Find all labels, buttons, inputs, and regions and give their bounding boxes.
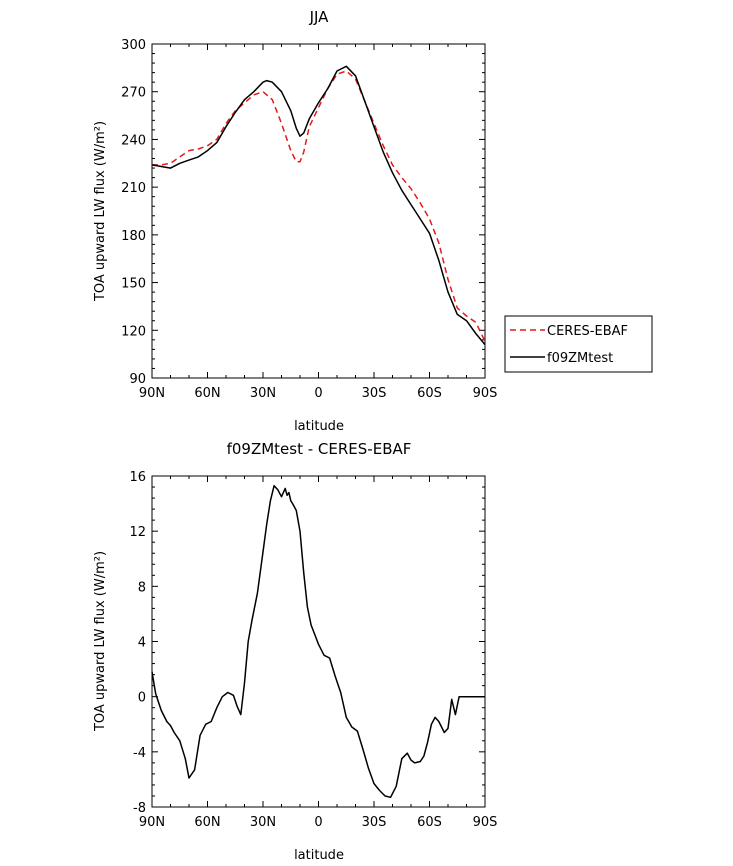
y-tick-label: 120 (121, 324, 146, 339)
y-tick-label: 240 (121, 133, 146, 148)
legend-label-model: f09ZMtest (547, 351, 613, 366)
y-tick-label: -4 (133, 746, 146, 761)
y-tick-label: -8 (133, 801, 146, 816)
y-tick-label: 150 (121, 277, 146, 292)
x-tick-label: 30N (250, 386, 276, 401)
x-tick-label: 60N (194, 815, 220, 830)
panel-top-ylabel: TOA upward LW flux (W/m²) (93, 121, 108, 302)
panel-bottom-ticks: 90N 60N 30N 0 30S 60S 90S -8 -4 0 4 8 12 16 (129, 470, 497, 830)
legend: CERES-EBAF f09ZMtest (504, 315, 653, 373)
series-line-f09zmtest (151, 65, 486, 346)
series-line-difference (151, 484, 485, 799)
panel-top-ticks: 90N 60N 30N 0 30S 60S 90S 90 120 150 180 210 240 270 3… (121, 38, 497, 401)
x-tick-label: 90N (139, 815, 165, 830)
legend-box (504, 315, 653, 373)
panel-bottom-series (151, 484, 485, 799)
panel-top: JJA 90N 60N 30N 0 30S 60S 90S 90 120 150 180 210 240… (93, 8, 497, 434)
y-tick-label: 300 (121, 38, 146, 53)
y-tick-label: 8 (138, 580, 146, 595)
x-tick-label: 0 (314, 386, 322, 401)
x-tick-label: 60N (194, 386, 220, 401)
panel-top-frame (151, 43, 486, 379)
x-tick-label: 30S (362, 386, 387, 401)
series-line-ceres-ebaf (152, 70, 486, 342)
panel-top-title: JJA (309, 8, 330, 26)
y-tick-label: 270 (121, 86, 146, 101)
panel-top-xlabel: latitude (294, 419, 344, 434)
x-tick-label: 90S (473, 386, 498, 401)
panel-bottom: f09ZMtest - CERES-EBAF 90N 60N 30N 0 30S 60S 9… (93, 440, 497, 863)
x-tick-label: 0 (314, 815, 322, 830)
panel-bottom-xlabel: latitude (294, 848, 344, 863)
y-tick-label: 210 (121, 181, 146, 196)
y-tick-label: 0 (138, 691, 146, 706)
panel-top-series (151, 65, 486, 346)
x-tick-label: 30N (250, 815, 276, 830)
y-tick-label: 180 (121, 229, 146, 244)
panel-bottom-title: f09ZMtest - CERES-EBAF (227, 440, 412, 458)
y-tick-label: 12 (129, 525, 146, 540)
x-tick-label: 60S (417, 386, 442, 401)
panel-bottom-ylabel: TOA upward LW flux (W/m²) (93, 551, 108, 732)
x-tick-label: 30S (362, 815, 387, 830)
x-tick-label: 90S (473, 815, 498, 830)
y-tick-label: 90 (129, 372, 146, 387)
legend-label-ceres: CERES-EBAF (547, 324, 628, 339)
x-tick-label: 90N (139, 386, 165, 401)
y-tick-label: 4 (138, 636, 146, 651)
panel-bottom-frame (151, 475, 486, 808)
y-tick-label: 16 (129, 470, 146, 485)
x-tick-label: 60S (417, 815, 442, 830)
